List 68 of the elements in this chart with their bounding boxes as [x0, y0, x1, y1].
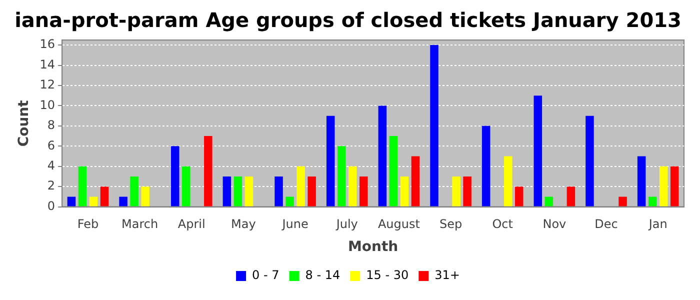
legend-label: 31+ — [434, 268, 460, 282]
bar — [463, 176, 472, 206]
x-tick-label: August — [378, 217, 420, 232]
legend-label: 8 - 14 — [305, 268, 340, 282]
bar — [274, 176, 283, 206]
bar — [534, 96, 542, 206]
y-tick-label: 14 — [40, 57, 56, 72]
chart-title: iana-prot-param Age groups of closed tickets January 2013 — [14, 8, 682, 32]
bar — [78, 166, 87, 206]
bar — [286, 196, 294, 206]
bar — [618, 196, 627, 206]
x-tick-label: May — [231, 217, 256, 232]
x-tick-label: Sep — [439, 217, 462, 232]
x-tick-label: Nov — [542, 217, 566, 232]
legend-label: 0 - 7 — [252, 268, 280, 282]
x-tick-label: March — [122, 217, 158, 232]
bar — [514, 186, 524, 206]
bar — [566, 186, 576, 206]
bar — [326, 116, 335, 206]
bar — [670, 166, 679, 206]
x-tick-label: Jan — [648, 217, 668, 232]
y-tick-label: 0 — [47, 198, 56, 213]
bar — [648, 196, 657, 206]
x-axis-title: Month — [348, 239, 398, 256]
bar — [182, 166, 190, 206]
bar — [430, 45, 438, 206]
bar — [586, 116, 594, 206]
x-tick-label: April — [178, 217, 206, 232]
x-tick-label: June — [281, 217, 308, 232]
bar — [378, 106, 387, 206]
bar — [504, 156, 512, 206]
y-tick-label: 16 — [40, 37, 56, 52]
bar — [89, 196, 98, 206]
bar — [411, 156, 420, 206]
bar — [170, 146, 180, 206]
bar — [244, 176, 254, 206]
y-tick-label: 4 — [47, 158, 56, 172]
y-tick-label: 12 — [40, 78, 56, 92]
bar — [296, 166, 305, 206]
y-tick-label: 2 — [47, 178, 56, 193]
bar — [130, 176, 138, 206]
bar — [308, 176, 316, 206]
bar — [100, 186, 109, 206]
bar — [119, 196, 128, 206]
x-tick-label: Feb — [77, 217, 99, 232]
x-tick-label: Dec — [594, 217, 618, 232]
bar — [348, 166, 357, 206]
bar — [67, 196, 76, 206]
y-tick-label: 6 — [47, 138, 56, 152]
bar — [482, 126, 490, 206]
y-tick-label: 8 — [47, 118, 56, 132]
bar — [141, 186, 150, 206]
bar — [360, 176, 368, 206]
bar — [222, 176, 232, 206]
bar — [637, 156, 646, 206]
bar — [337, 146, 346, 206]
bar — [659, 166, 668, 206]
y-tick-label: 10 — [40, 98, 56, 112]
bar — [452, 176, 460, 206]
x-tick-label: July — [335, 217, 358, 232]
x-tick-label: Oct — [492, 217, 514, 232]
y-axis-title: Count — [16, 100, 32, 147]
bar — [204, 136, 212, 206]
bar — [544, 196, 554, 206]
bar — [234, 176, 242, 206]
bar — [400, 176, 409, 206]
bar — [389, 136, 398, 206]
legend-label: 15 - 30 — [366, 268, 409, 282]
